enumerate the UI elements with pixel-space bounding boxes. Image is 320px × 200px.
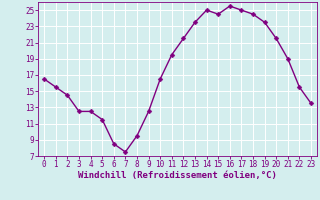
X-axis label: Windchill (Refroidissement éolien,°C): Windchill (Refroidissement éolien,°C) (78, 171, 277, 180)
